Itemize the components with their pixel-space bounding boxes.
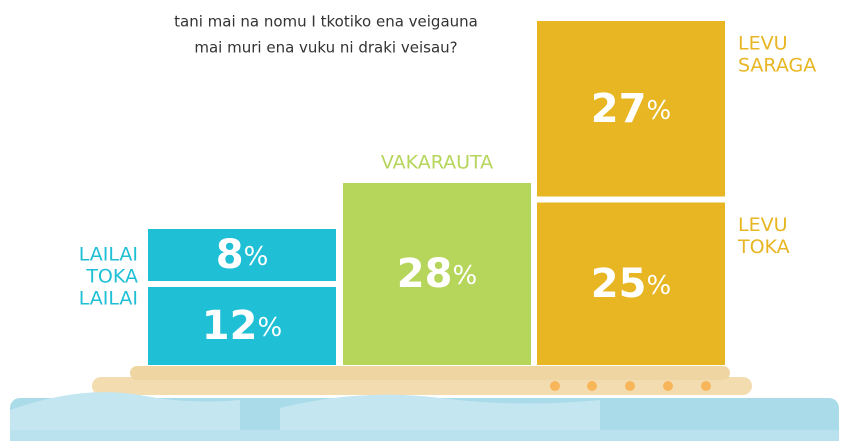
segment (537, 21, 725, 197)
value: 12 (202, 303, 258, 349)
value: 8 (216, 232, 244, 278)
value: 28 (397, 251, 453, 297)
segment (343, 183, 531, 365)
category-label: LAILAI (79, 244, 138, 266)
unit: % (452, 261, 477, 291)
title: tani mai na nomu I tkotiko ena veigauna (174, 13, 478, 31)
value-label: 27% (591, 86, 671, 132)
category-label: SARAGA (738, 55, 816, 77)
category-label: TOKA (85, 266, 138, 288)
unit: % (257, 313, 282, 343)
unit: % (244, 242, 269, 272)
value-label: 25% (591, 261, 671, 307)
unit: % (646, 270, 671, 300)
value-label: 8% (216, 232, 269, 278)
category-label: LAILAI (79, 288, 138, 310)
raft (92, 366, 752, 395)
segment (537, 202, 725, 365)
segment (148, 229, 336, 281)
unit: % (646, 95, 671, 125)
value: 27 (591, 86, 647, 132)
value: 25 (591, 261, 647, 307)
category-label: TOKA (737, 236, 790, 258)
value-label: 28% (397, 251, 477, 297)
category-label: VAKARAUTA (381, 152, 493, 174)
title: mai muri ena vuku ni draki veisau? (194, 39, 457, 57)
water (10, 392, 839, 441)
category-label: LEVU (738, 214, 788, 236)
category-label: LEVU (738, 33, 788, 55)
value-label: 12% (202, 303, 282, 349)
segment (148, 287, 336, 365)
